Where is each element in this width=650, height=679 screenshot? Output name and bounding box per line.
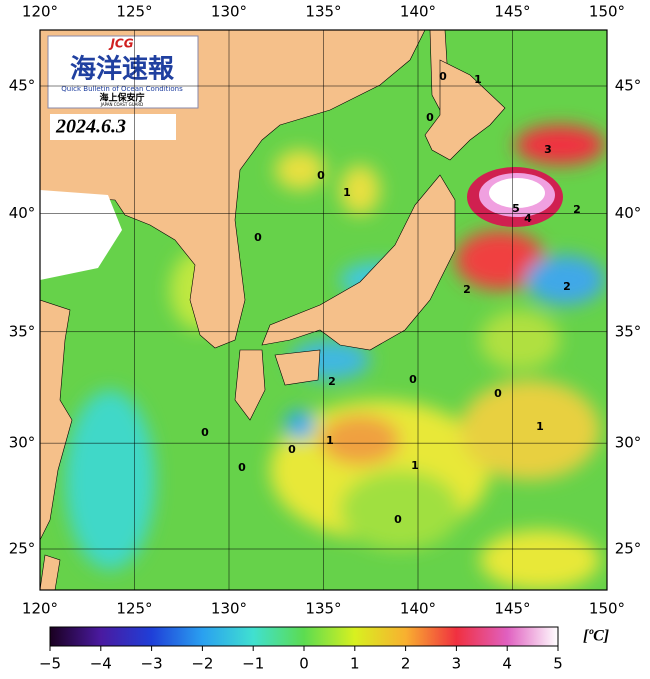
contour-label: 0 <box>439 70 447 83</box>
lon-tick-label: 130° <box>211 3 247 21</box>
contour-label: 5 <box>512 202 520 215</box>
lat-tick-label: 45° <box>615 77 642 95</box>
logo-box <box>47 35 199 109</box>
contour-label: 1 <box>411 459 419 472</box>
colorbar-tick-label: 2 <box>401 655 411 673</box>
colorbar-tick-label: 1 <box>350 655 360 673</box>
lon-tick-label: 145° <box>494 600 530 618</box>
lat-tick-label: 35° <box>615 322 642 340</box>
lat-tick-label: 30° <box>615 434 642 452</box>
logo-subtitle: Quick Bulletin of Ocean Conditions <box>61 85 183 93</box>
contour-label: 0 <box>288 443 296 456</box>
lon-tick-label: 150° <box>589 3 625 21</box>
lat-tick-label: 45° <box>9 77 36 95</box>
colorbar-tick-label: −5 <box>39 655 61 673</box>
contour-label: 0 <box>317 169 325 182</box>
contour-label: 0 <box>494 387 502 400</box>
colorbar-tick-label: 5 <box>553 655 563 673</box>
lon-tick-label: 130° <box>211 600 247 618</box>
colorbar-tick-label: 3 <box>452 655 462 673</box>
logo-title: 海洋速報 <box>70 54 175 85</box>
lon-tick-label: 125° <box>116 3 152 21</box>
colorbar-tick-label: 4 <box>502 655 512 673</box>
contour-label: 0 <box>394 513 402 526</box>
contour-label: 0 <box>201 426 209 439</box>
contour-label: 1 <box>474 73 482 86</box>
lat-tick-label: 35° <box>9 322 36 340</box>
logo: JCG 海洋速報 Quick Bulletin of Ocean Conditi… <box>47 35 199 109</box>
lat-tick-label: 30° <box>9 434 36 452</box>
lat-tick-label: 25° <box>9 540 36 558</box>
contour-label: 4 <box>524 212 532 225</box>
lon-tick-label: 150° <box>589 600 625 618</box>
colorbar-tick-label: −4 <box>90 655 112 673</box>
lon-tick-label: 125° <box>116 600 152 618</box>
colorbar-tick-label: −1 <box>242 655 264 673</box>
colorbar-tick-label: −3 <box>141 655 163 673</box>
contour-label: 0 <box>254 231 262 244</box>
contour-label: 0 <box>238 461 246 474</box>
colorbar-tick-label: 0 <box>299 655 309 673</box>
date: 2024.6.3 <box>55 116 126 138</box>
lon-tick-label: 140° <box>400 3 436 21</box>
colorbar-unit: [ºC] <box>583 628 609 645</box>
lon-tick-label: 135° <box>305 3 341 21</box>
contour-label: 3 <box>544 143 552 156</box>
colorbar <box>49 626 559 647</box>
contour-label: 1 <box>536 420 544 433</box>
contour-label: 0 <box>426 111 434 124</box>
logo-badge: JCG <box>108 37 133 51</box>
colorbar-tick-label: −2 <box>191 655 213 673</box>
lon-tick-label: 145° <box>494 3 530 21</box>
contour-label: 0 <box>409 373 417 386</box>
contour-label: 2 <box>573 203 581 216</box>
lon-tick-label: 120° <box>22 600 58 618</box>
contour-label: 2 <box>463 283 471 296</box>
lat-tick-label: 40° <box>615 204 642 222</box>
logo-agency-en: JAPAN COAST GUARD <box>100 102 144 107</box>
contour-label: 2 <box>563 280 571 293</box>
lat-tick-label: 25° <box>615 540 642 558</box>
lon-tick-label: 120° <box>22 3 58 21</box>
contour-label: 1 <box>343 186 351 199</box>
lon-tick-label: 140° <box>400 600 436 618</box>
contour-label: 2 <box>328 375 336 388</box>
contour-label: 1 <box>326 434 334 447</box>
lon-tick-label: 135° <box>305 600 341 618</box>
lat-tick-label: 40° <box>9 204 36 222</box>
logo-agency: 海上保安庁 <box>99 92 144 104</box>
date-box <box>50 114 176 140</box>
